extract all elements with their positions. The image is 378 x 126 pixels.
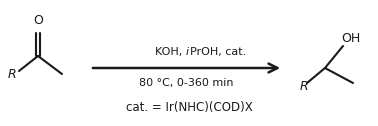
Text: 80 °C, 0-360 min: 80 °C, 0-360 min — [139, 78, 234, 88]
Text: KOH,: KOH, — [155, 47, 186, 57]
Text: R: R — [8, 68, 16, 81]
Text: cat. = Ir(NHC)(COD)X: cat. = Ir(NHC)(COD)X — [125, 102, 253, 115]
Text: PrOH, cat.: PrOH, cat. — [190, 47, 246, 57]
Text: OH: OH — [341, 33, 361, 45]
Text: O: O — [33, 14, 43, 27]
Text: i: i — [186, 47, 189, 57]
Text: R: R — [300, 80, 308, 92]
